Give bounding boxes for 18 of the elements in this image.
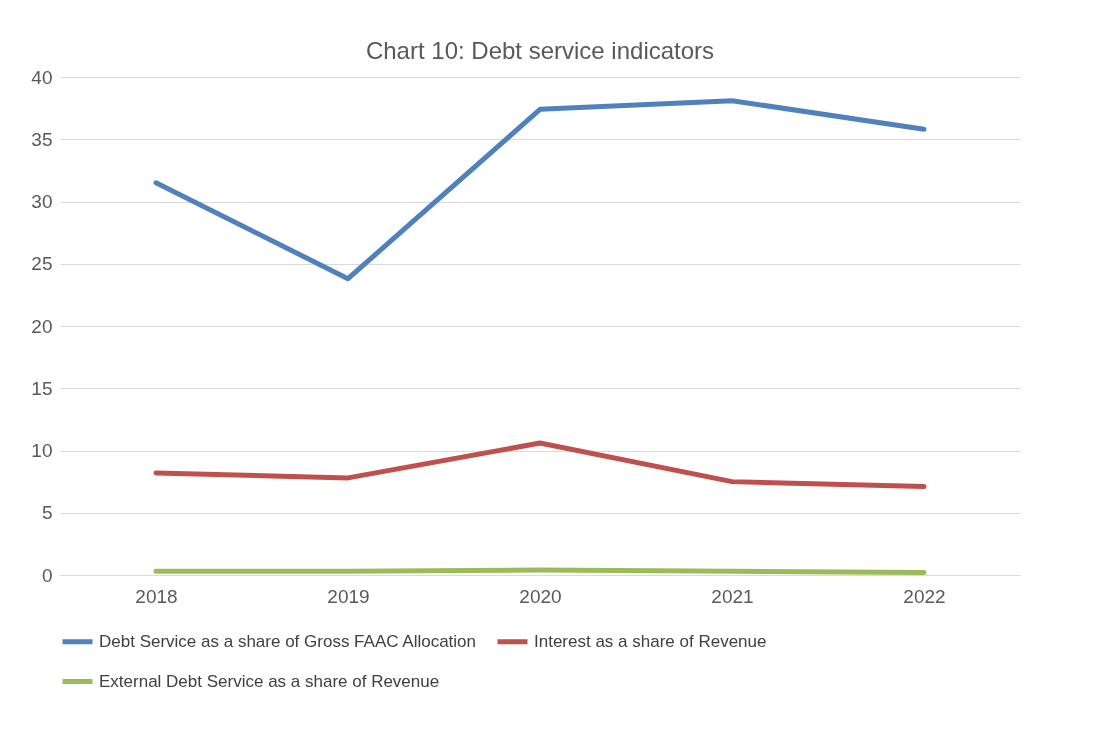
y-tick-label: 0 [41, 564, 53, 586]
y-tick-label: 20 [31, 315, 53, 337]
x-tick-label: 2021 [711, 585, 754, 607]
y-tick-label: 40 [31, 66, 53, 88]
legend-label: Debt Service as a share of Gross FAAC Allocation [99, 631, 477, 651]
y-tick-label: 10 [31, 440, 53, 461]
legend-label: Interest as a share of Revenue [534, 631, 767, 651]
y-tick-label: 35 [31, 128, 53, 150]
legend-label: External Debt Service as a share of Revenue [99, 671, 440, 691]
y-tick-label: 15 [31, 377, 53, 399]
x-tick-label: 2022 [903, 585, 946, 607]
y-tick-label: 5 [41, 502, 53, 524]
y-tick-label: 30 [31, 191, 53, 212]
y-tick-label: 25 [31, 253, 53, 275]
chart-title: Chart 10: Debt service indicators [365, 37, 715, 64]
x-tick-label: 2018 [135, 585, 178, 607]
x-tick-label: 2020 [519, 585, 562, 607]
x-tick-label: 2019 [327, 585, 370, 607]
